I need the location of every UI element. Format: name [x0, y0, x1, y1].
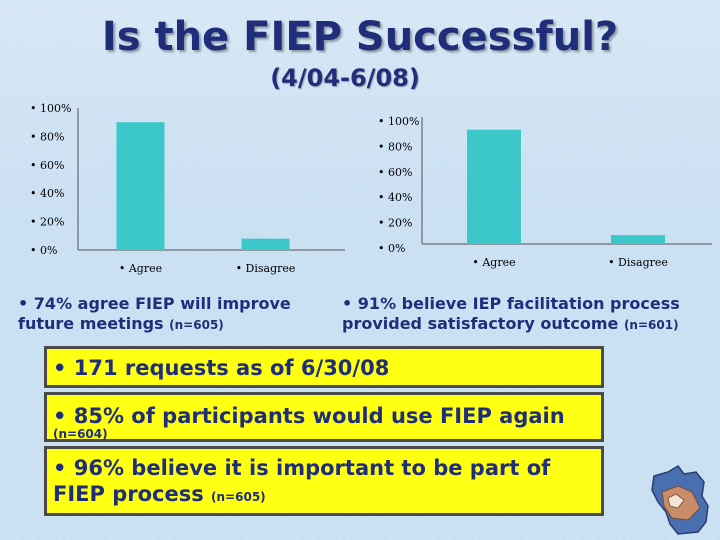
y-tick-label: • 20%	[378, 217, 412, 230]
wisconsin-map-icon	[651, 465, 709, 535]
y-tick-label: • 80%	[378, 140, 412, 153]
y-tick-label: • 40%	[30, 187, 64, 200]
category-label: • Disagree	[608, 256, 668, 269]
y-tick-label: • 80%	[30, 130, 64, 143]
box-important: • 96% believe it is important to be part…	[44, 446, 604, 516]
bar-0	[116, 122, 165, 250]
chart-left: • 0% • 20% • 40% • 60% • 80% • 100% • Agree • D…	[30, 102, 345, 275]
box-requests-text: • 171 requests as of 6/30/08	[53, 356, 390, 380]
bar-1	[611, 235, 665, 244]
caption-left-text: • 74% agree FIEP will improve future mee…	[18, 294, 291, 333]
category-label: • Agree	[472, 256, 515, 269]
y-tick-label: • 60%	[378, 166, 412, 179]
y-tick-label: • 40%	[378, 191, 412, 204]
box-important-text: • 96% believe it is important to be part…	[53, 456, 551, 506]
chart-right: • 0% • 20% • 40% • 60% • 80% • 100% • Agree • D…	[378, 115, 712, 269]
caption-right-n: (n=601)	[623, 318, 679, 332]
box-reuse: • 85% of participants would use FIEP aga…	[44, 392, 604, 442]
category-label: • Agree	[119, 262, 162, 275]
caption-left: • 74% agree FIEP will improve future mee…	[18, 294, 328, 335]
y-tick-label: • 100%	[378, 115, 419, 128]
bar-0	[467, 129, 521, 244]
y-tick-label: • 0%	[30, 244, 57, 257]
box-important-n: (n=605)	[211, 490, 266, 504]
caption-right: • 91% believe IEP facilitation process p…	[342, 294, 712, 335]
box-reuse-text: • 85% of participants would use FIEP aga…	[53, 404, 565, 428]
page-subtitle: (4/04-6/08)	[270, 64, 420, 92]
y-tick-label: • 60%	[30, 159, 64, 172]
box-requests: • 171 requests as of 6/30/08	[44, 346, 604, 388]
caption-right-text: • 91% believe IEP facilitation process p…	[342, 294, 680, 333]
page-title: Is the FIEP Successful?	[101, 14, 619, 60]
box-important-content: • 96% believe it is important to be part…	[53, 455, 563, 510]
bar-1	[241, 238, 290, 250]
y-tick-label: • 20%	[30, 216, 64, 229]
category-label: • Disagree	[236, 262, 296, 275]
box-reuse-n: (n=604)	[53, 427, 108, 441]
y-tick-label: • 100%	[30, 102, 71, 115]
y-tick-label: • 0%	[378, 242, 405, 255]
caption-left-n: (n=605)	[169, 318, 224, 332]
